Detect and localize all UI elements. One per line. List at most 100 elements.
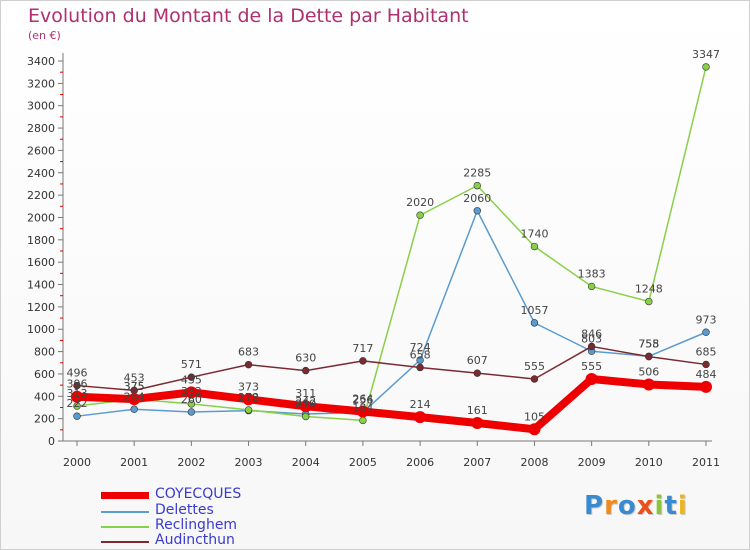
data-point-audincthun [359, 357, 367, 365]
legend-label: Reclinghem [155, 517, 238, 533]
y-tick-label: 3400 [27, 55, 55, 68]
data-point-reclinghem [359, 416, 367, 425]
data-point-reclinghem [645, 297, 653, 306]
data-label: 256 [352, 393, 373, 406]
data-label: 973 [696, 313, 717, 326]
data-label: 683 [238, 346, 259, 359]
legend-swatch [101, 541, 149, 543]
y-tick-label: 600 [34, 368, 55, 381]
data-label: 3347 [692, 48, 720, 61]
data-point-reclinghem [587, 282, 596, 291]
chart-title: Evolution du Montant de la Dette par Hab… [28, 5, 469, 27]
data-point-coyecques [71, 390, 83, 403]
data-point-coyecques [242, 393, 255, 406]
logo-letter: x [636, 491, 655, 521]
legend-item-audincthun[interactable]: Audincthun [101, 532, 301, 549]
data-point-coyecques [471, 417, 484, 430]
data-label: 506 [638, 365, 659, 378]
data-point-audincthun [645, 352, 653, 361]
data-label: 555 [581, 360, 602, 373]
data-label: 396 [67, 378, 88, 391]
x-tick-label: 2004 [292, 456, 320, 469]
data-label: 375 [124, 380, 145, 393]
y-tick-label: 400 [34, 390, 55, 403]
x-tick-label: 2000 [63, 456, 91, 469]
data-point-audincthun [587, 342, 596, 351]
x-tick-label: 2010 [635, 456, 663, 469]
data-point-reclinghem [530, 242, 539, 251]
y-tick-label: 3200 [27, 77, 55, 90]
proxiti-logo: Proxiti [584, 491, 688, 521]
data-label: 311 [295, 387, 316, 400]
data-label: 755 [638, 338, 659, 351]
x-tick-label: 2008 [520, 456, 548, 469]
data-label: 658 [410, 348, 431, 361]
x-tick-label: 2003 [235, 456, 263, 469]
data-label: 453 [124, 371, 145, 384]
legend-swatch [101, 526, 149, 528]
data-label: 484 [696, 368, 717, 381]
legend-item-reclinghem[interactable]: Reclinghem [101, 517, 301, 534]
y-tick-label: 3000 [27, 100, 55, 113]
data-label: 1740 [520, 228, 548, 241]
logo-letter: i [654, 491, 665, 521]
series-line-coyecques [73, 374, 710, 434]
series-line-audincthun [76, 345, 707, 392]
y-tick-label: 0 [48, 435, 55, 448]
y-tick-label: 1200 [27, 301, 55, 314]
data-point-coyecques [414, 411, 427, 424]
data-point-reclinghem [244, 406, 253, 414]
data-point-coyecques [585, 372, 598, 385]
data-point-delettes [702, 328, 710, 336]
data-label: 264 [352, 392, 373, 405]
data-label: 1383 [578, 267, 606, 280]
data-label: 219 [295, 398, 316, 411]
data-point-reclinghem [702, 63, 710, 71]
data-point-delettes [416, 356, 424, 364]
data-label: 571 [181, 358, 202, 371]
data-label: 724 [410, 341, 431, 354]
y-tick-label: 800 [34, 346, 55, 359]
legend-swatch [101, 492, 149, 499]
data-label: 260 [181, 393, 202, 406]
data-point-audincthun [702, 360, 710, 369]
data-label: 373 [238, 380, 259, 393]
y-tick-label: 2000 [27, 211, 55, 224]
data-label: 2020 [406, 196, 434, 209]
y-tick-label: 1800 [27, 234, 55, 247]
data-point-audincthun [187, 373, 196, 381]
y-tick-label: 2600 [27, 144, 55, 157]
data-point-delettes [73, 412, 81, 420]
x-tick-label: 2001 [120, 456, 148, 469]
y-tick-label: 2400 [27, 167, 55, 180]
data-label: 214 [410, 398, 431, 411]
data-label: 105 [524, 410, 545, 423]
x-tick-label: 2011 [692, 456, 720, 469]
data-label: 242 [295, 395, 316, 408]
data-label: 2060 [463, 192, 491, 205]
data-point-coyecques [700, 380, 712, 393]
data-point-audincthun [302, 366, 310, 375]
data-label: 375 [124, 380, 145, 393]
data-label: 332 [181, 385, 202, 398]
legend-item-coyecques[interactable]: COYECQUES [101, 486, 301, 503]
data-label: 496 [67, 367, 88, 380]
x-tick-label: 2007 [463, 456, 491, 469]
y-tick-label: 2800 [27, 122, 55, 135]
x-tick-label: 2006 [406, 456, 434, 469]
data-point-audincthun [416, 363, 424, 372]
legend-label: COYECQUES [155, 486, 242, 502]
x-tick-label: 2009 [578, 456, 606, 469]
legend-item-delettes[interactable]: Delettes [101, 502, 301, 519]
data-label: 630 [295, 352, 316, 365]
y-tick-label: 200 [34, 413, 55, 426]
data-point-coyecques [356, 405, 369, 418]
data-point-audincthun [530, 375, 539, 383]
data-point-audincthun [473, 369, 481, 377]
legend-label: Audincthun [155, 532, 235, 548]
data-point-audincthun [244, 360, 253, 369]
data-point-delettes [187, 408, 196, 416]
x-tick-label: 2005 [349, 456, 377, 469]
data-label: 1057 [520, 304, 548, 317]
